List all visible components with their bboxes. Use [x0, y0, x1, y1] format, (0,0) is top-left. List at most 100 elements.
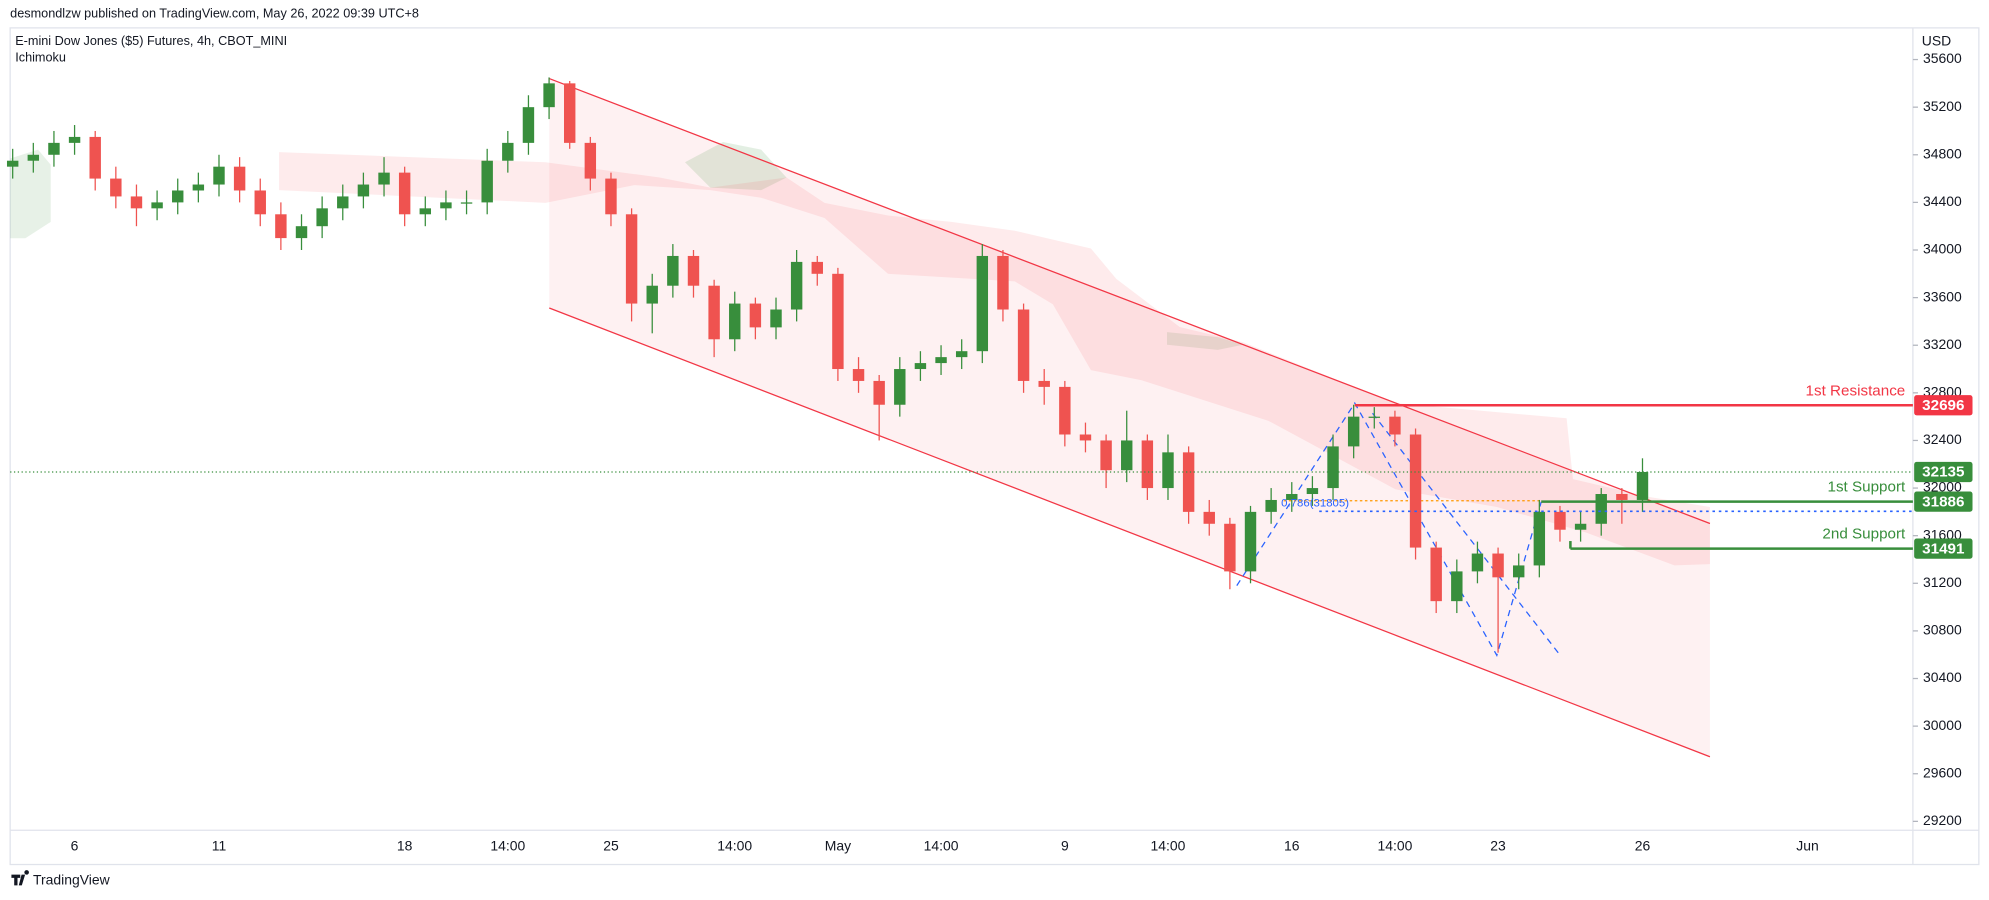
candle-body [1100, 440, 1112, 471]
candle-body [1059, 386, 1071, 435]
candle-body [378, 172, 390, 185]
candle-body [1616, 494, 1628, 500]
candle-body [1389, 416, 1401, 435]
x-tick-label: 14:00 [717, 837, 752, 853]
fib-label: 0.786(31805) [1281, 498, 1349, 510]
candle-body [213, 166, 225, 185]
candle-body [708, 285, 720, 340]
last-price-tag: 32135 [1922, 464, 1965, 481]
candle-body [1347, 416, 1360, 447]
candle-body [935, 357, 947, 364]
candle-body [1141, 440, 1154, 489]
level-price-tag-bg [1914, 491, 1973, 512]
channel-fill [549, 78, 1710, 757]
level-price-tag: 31886 [1922, 493, 1964, 510]
y-tick-label: 30000 [1923, 717, 1962, 733]
candle-body [1244, 511, 1257, 572]
y-tick-label: 30800 [1923, 622, 1962, 638]
candle-body [894, 369, 906, 405]
candle-body [27, 154, 40, 161]
x-tick-label: 9 [1061, 837, 1069, 853]
y-tick-label: 33200 [1923, 336, 1962, 352]
level-price-tag: 31491 [1922, 540, 1965, 557]
ichimoku-cloud-green [1167, 332, 1244, 350]
candle-body [1327, 446, 1339, 489]
candle-body [1162, 452, 1174, 489]
x-tick-label: May [825, 837, 851, 853]
candle-body [625, 214, 638, 304]
currency: USD [1922, 33, 1951, 49]
candle-body [48, 142, 60, 155]
frame [9, 27, 1980, 866]
last-price-tag-bg [1914, 461, 1973, 483]
candle-body [172, 190, 184, 203]
candle-body [997, 255, 1009, 310]
candle-body [1595, 494, 1607, 524]
candle-body [1079, 434, 1092, 441]
y-tick-label: 32000 [1923, 479, 1962, 495]
candle-body [1203, 511, 1215, 524]
y-tick-label: 33600 [1923, 288, 1962, 304]
channel-lower [549, 307, 1711, 758]
candle-body [584, 142, 597, 179]
candle-body [130, 196, 143, 209]
level-label: 2nd Support [1822, 526, 1906, 543]
candle-body [440, 202, 452, 209]
x-tick-label: 23 [1490, 837, 1506, 853]
y-tick-label: 34800 [1923, 145, 1962, 161]
indicator-name: Ichimoku [15, 51, 66, 65]
x-tick-label: 14:00 [1377, 837, 1412, 853]
level-label: 1st Support [1827, 479, 1906, 496]
candle-body [1533, 511, 1546, 566]
candle-body [192, 184, 205, 191]
y-tick-label: 35600 [1923, 50, 1962, 66]
candle-body [563, 83, 576, 143]
candle-body [1038, 380, 1050, 387]
ichimoku-cloud-green [684, 141, 787, 191]
y-tick-label: 32400 [1923, 431, 1962, 447]
candle-body [1121, 440, 1133, 471]
candle-body [749, 303, 762, 328]
candle-body [233, 166, 246, 191]
candle-body [1471, 553, 1484, 572]
y-tick-label: 30400 [1923, 669, 1962, 685]
candle-body [151, 202, 163, 209]
candle-body [873, 380, 885, 405]
candle-body [68, 136, 81, 143]
candle-body [6, 160, 19, 167]
candle-body [729, 303, 741, 340]
x-tick-label: 14:00 [490, 837, 525, 853]
candle-body [543, 83, 555, 108]
y-tick-label: 31200 [1923, 574, 1962, 590]
candle-body [852, 369, 865, 381]
brand-logo [11, 870, 29, 886]
pattern-line [1372, 412, 1561, 656]
candle-body [1182, 452, 1195, 512]
candle-body [1554, 511, 1566, 530]
candle-body [770, 309, 782, 328]
ichimoku-cloud-red [279, 152, 1710, 566]
candle-body [337, 196, 349, 209]
candle-body [419, 208, 432, 215]
candle-body [316, 208, 328, 227]
candle-body [914, 363, 927, 370]
candle-body [89, 136, 101, 179]
candle-body [254, 190, 266, 215]
y-tick-label: 34400 [1923, 193, 1962, 209]
candle-body [1409, 434, 1422, 548]
candle-body [1265, 499, 1277, 512]
level-price-tag-bg [1914, 395, 1973, 416]
channel-upper [549, 77, 1711, 525]
candle-body [1513, 565, 1525, 578]
candle-body [357, 184, 370, 197]
y-tick-label: 34000 [1923, 241, 1962, 257]
level-label: 1st Resistance [1806, 382, 1906, 399]
x-tick-label: 25 [603, 837, 619, 853]
y-tick-label: 35200 [1923, 98, 1962, 114]
plot-area [6, 77, 1913, 758]
chart-title: E-mini Dow Jones ($5) Futures, 4h, CBOT_… [15, 34, 287, 48]
y-tick-label: 31600 [1923, 526, 1962, 542]
x-tick-label: 11 [212, 837, 227, 853]
candle-body [646, 285, 658, 304]
